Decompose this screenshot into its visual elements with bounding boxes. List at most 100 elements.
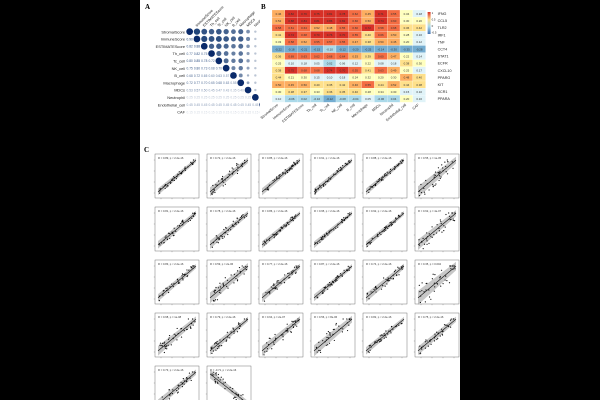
heat-value: 0.04 [391,97,397,101]
data-point [222,285,225,287]
data-point [222,282,224,284]
heat-value: 0.78 [340,12,346,16]
data-point [400,266,402,268]
heat-value: -0.18 [288,47,295,51]
data-point [221,345,223,347]
row-label: StromalScore [161,29,185,34]
data-point [374,183,376,186]
data-point [378,339,380,341]
data-point [163,242,165,244]
corr-circle [231,66,236,71]
heat-value: 0.40 [416,76,422,80]
data-point [172,235,175,237]
data-point [435,232,438,234]
heat-value: 0.53 [352,54,358,58]
data-point [221,175,224,178]
data-point [402,265,404,267]
heat-value: 0.20 [404,40,410,44]
data-point [434,335,437,337]
data-point [454,268,456,270]
data-point [390,225,392,227]
data-point [295,265,297,267]
corr-value: 0.85 [194,59,200,63]
data-point [176,176,178,178]
data-point [350,318,352,320]
data-point [223,228,225,231]
heat-value: -0.06 [288,97,295,101]
corr-value: 0.15 [230,110,236,114]
data-point [389,168,392,171]
data-point [239,272,241,274]
scatter-plot: R = 0.91, p < 2.2e-16 [309,153,356,200]
data-point [177,332,179,335]
corr-value: 0.40 [238,88,244,92]
heat-value: -0.35 [403,47,410,51]
corr-value: 0.77 [187,52,193,56]
corr-circle [216,28,222,35]
data-point [215,373,217,375]
data-point [314,188,317,190]
data-point [432,273,434,275]
data-point [439,177,441,180]
heat-value: -0.30 [390,47,397,51]
scatter-plot: R = 0.55, p = 1e-05 [413,153,460,200]
data-point [168,337,170,339]
data-point [434,184,436,186]
heat-value: 0.10 [327,76,333,80]
heat-value: 0.42 [416,26,422,30]
heat-value: 0.70 [314,33,320,37]
data-point [392,278,394,280]
heat-value: 0.20 [378,76,384,80]
data-point [285,226,287,228]
data-point [430,235,432,237]
diag-circle [230,72,237,79]
data-point [182,278,184,280]
data-point [326,180,329,183]
heat-value: 0.10 [416,90,422,94]
corr-circle [254,74,257,77]
corr-value: 0.25 [187,96,193,100]
corr-value: 0.72 [208,59,214,63]
data-point [335,280,337,282]
correlation-label: R = 0.56, p = 8e-06 [314,315,338,319]
data-point [172,178,174,180]
data-point [243,266,245,268]
data-point [330,177,332,179]
data-point [233,273,235,275]
data-point [236,163,238,165]
data-point [236,275,238,277]
heat-value: 0.17 [416,69,422,73]
data-point [383,226,386,229]
data-point [418,190,421,192]
data-point [367,242,370,244]
data-point [322,235,324,238]
data-point [220,292,222,294]
data-point [378,232,381,234]
data-point [214,291,216,293]
data-point [211,373,213,375]
heat-value: 0.36 [327,90,333,94]
corr-value: 0.15 [187,110,193,114]
data-point [189,219,191,221]
data-point [218,291,220,293]
data-point [325,184,327,186]
data-point [294,217,296,219]
data-point [236,172,239,175]
heat-value: 0.68 [301,33,307,37]
data-point [445,324,447,326]
data-point [385,225,387,227]
data-point [190,379,192,382]
heat-value: 0.02 [301,97,307,101]
data-point [382,179,384,181]
data-point [159,244,161,246]
data-point [421,348,423,350]
data-point [343,271,346,274]
data-point [319,351,322,353]
data-point [295,272,297,274]
heat-value: 0.41 [276,33,282,37]
data-point [161,396,163,398]
data-point [274,287,276,289]
data-point [224,183,226,185]
data-point [436,331,438,333]
data-point [217,382,219,385]
